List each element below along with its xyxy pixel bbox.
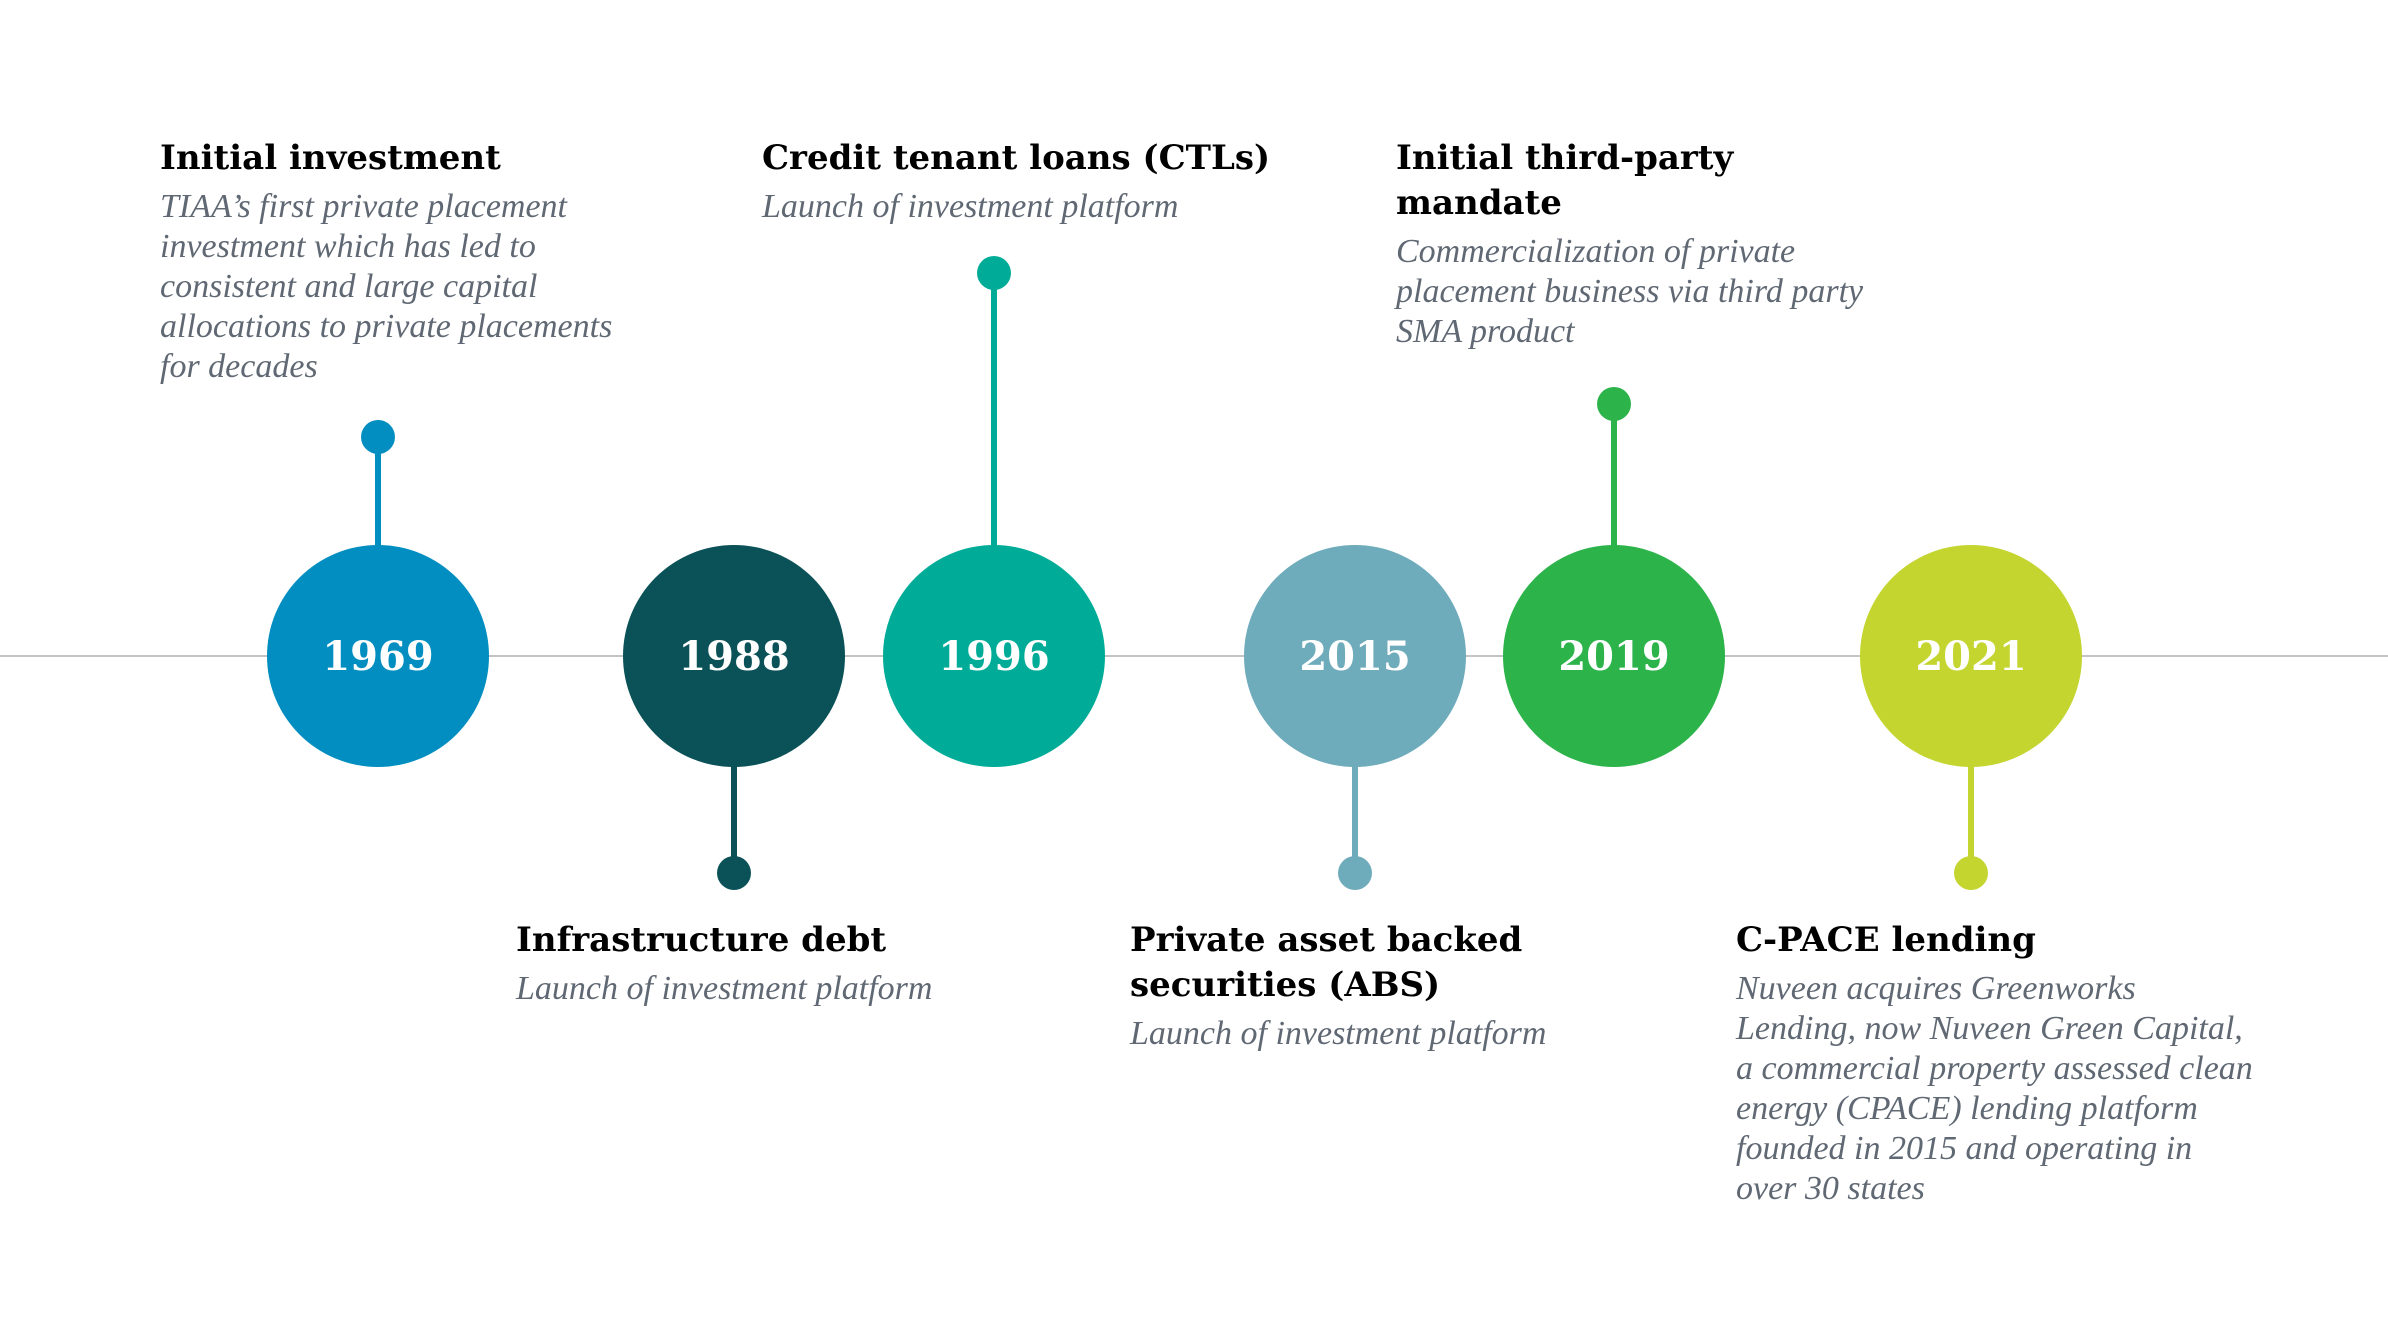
milestone-description: TIAA’s first private placement investmen…: [160, 188, 613, 385]
milestone-2015-text: Private asset backed securities (ABS) Lau…: [1130, 918, 1570, 1054]
milestone-1996-text: Credit tenant loans (CTLs) Launch of inve…: [762, 136, 1322, 227]
year-label: 1969: [322, 632, 434, 680]
milestone-title: Infrastructure debt: [516, 920, 887, 960]
milestone-title: Private asset backed securities (ABS): [1130, 920, 1523, 1005]
milestone-description: Launch of investment platform: [516, 970, 933, 1007]
milestone-description: Launch of investment platform: [762, 188, 1179, 225]
milestone-1996-circle: 1996: [883, 545, 1105, 767]
milestone-1988-dot: [717, 856, 751, 890]
milestone-title: Credit tenant loans (CTLs): [762, 138, 1271, 178]
milestone-1988-text: Infrastructure debt Launch of investment …: [516, 918, 1036, 1009]
milestone-1969-text: Initial investment TIAA’s first private p…: [160, 136, 630, 387]
milestone-1969-dot: [361, 420, 395, 454]
year-label: 2015: [1299, 632, 1411, 680]
milestone-2021-dot: [1954, 856, 1988, 890]
milestone-title: Initial investment: [160, 138, 501, 178]
year-label: 1996: [938, 632, 1050, 680]
timeline-axis: [0, 655, 2388, 657]
milestone-2015-connector: [1352, 762, 1358, 873]
milestone-2019-dot: [1597, 387, 1631, 421]
milestone-2021-text: C-PACE lending Nuveen acquires Greenworks…: [1736, 918, 2256, 1209]
milestone-2021-connector: [1968, 762, 1974, 873]
milestone-description: Commercialization of private placement b…: [1396, 233, 1864, 350]
year-label: 2021: [1915, 632, 2027, 680]
milestone-2019-connector: [1611, 404, 1617, 548]
year-label: 2019: [1558, 632, 1670, 680]
milestone-1969-connector: [375, 437, 381, 548]
milestone-title: Initial third-party mandate: [1396, 138, 1734, 223]
milestone-2015-dot: [1338, 856, 1372, 890]
milestone-description: Launch of investment platform: [1130, 1015, 1547, 1052]
milestone-title: C-PACE lending: [1736, 920, 2036, 960]
milestone-1969-circle: 1969: [267, 545, 489, 767]
milestone-1996-connector: [991, 273, 997, 548]
milestone-1988-connector: [731, 762, 737, 873]
milestone-1988-circle: 1988: [623, 545, 845, 767]
milestone-2019-circle: 2019: [1503, 545, 1725, 767]
milestone-2021-circle: 2021: [1860, 545, 2082, 767]
year-label: 1988: [678, 632, 790, 680]
milestone-2015-circle: 2015: [1244, 545, 1466, 767]
milestone-1996-dot: [977, 256, 1011, 290]
milestone-description: Nuveen acquires Greenworks Lending, now …: [1736, 970, 2253, 1207]
milestone-2019-text: Initial third-party mandate Commercializa…: [1396, 136, 1866, 352]
